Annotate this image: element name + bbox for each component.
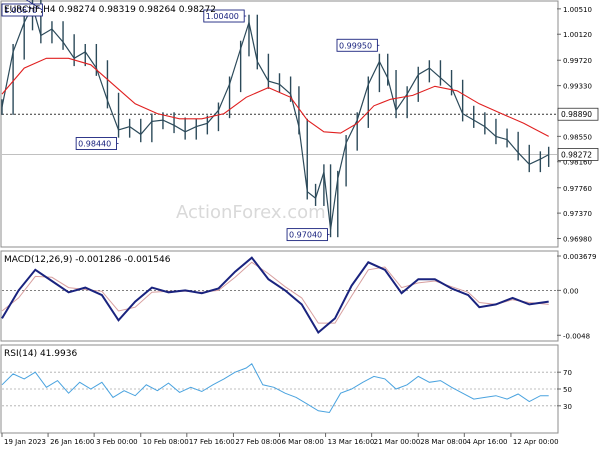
price-ytick-label: 1.00510 bbox=[563, 6, 592, 14]
macd-ytick-label: 0.003679 bbox=[563, 253, 596, 261]
xtick-label: 28 Mar 08:00 bbox=[420, 438, 467, 446]
macd-ytick-label: 0.00 bbox=[563, 287, 579, 295]
xtick-label: 17 Feb 16:00 bbox=[189, 438, 235, 446]
price-line bbox=[1, 4, 549, 230]
xtick-label: 12 Apr 00:00 bbox=[513, 438, 559, 446]
rsi-header: RSI(14) 41.9936 bbox=[4, 349, 77, 359]
annotation-label: 0.98440 bbox=[78, 140, 111, 149]
xtick-label: 26 Jan 16:00 bbox=[50, 438, 94, 446]
price-ytick-label: 0.98160 bbox=[563, 159, 592, 167]
macd-header: MACD(12,26,9) -0.001286 -0.001546 bbox=[4, 255, 171, 265]
annotation-leader bbox=[25, 0, 43, 11]
rsi-ytick-label: 50 bbox=[563, 386, 572, 394]
rsi-line bbox=[1, 363, 549, 414]
xtick-label: 19 Jan 2023 bbox=[4, 438, 46, 446]
price-ytick-label: 0.99720 bbox=[563, 57, 592, 65]
price-ytick-label: 0.97370 bbox=[563, 210, 592, 218]
price-ytick-label: 0.98550 bbox=[563, 133, 592, 141]
axis-layer: 1.00510 1.00120 0.99720 0.99330 0.98550 0.981… bbox=[1, 6, 599, 446]
annotation-label: 0.99950 bbox=[339, 41, 372, 50]
annotation-label: 0.97040 bbox=[289, 231, 322, 240]
price-layer: 1.00670 0.98440 1.00400 0.97040 0.99950 bbox=[1, 0, 557, 242]
price-ytick-label: 0.97760 bbox=[563, 185, 592, 193]
xtick-label: 3 Feb 00:00 bbox=[96, 438, 137, 446]
rsi-ytick-label: 70 bbox=[563, 369, 572, 377]
price-ytick-label: 0.99330 bbox=[563, 83, 592, 91]
xtick-label: 27 Feb 08:00 bbox=[235, 438, 281, 446]
annotation-label: 1.00670 bbox=[4, 6, 37, 15]
macd-line bbox=[1, 256, 549, 335]
xtick-label: 6 Mar 08:00 bbox=[282, 438, 324, 446]
price-ytick-label: 1.00120 bbox=[563, 31, 592, 39]
rsi-layer bbox=[1, 363, 557, 414]
price-header: EURCHF,H4 0.98274 0.98319 0.98264 0.9827… bbox=[4, 5, 216, 15]
macd-ytick-label: -0.0048 bbox=[563, 332, 590, 340]
xtick-label: 4 Apr 16:00 bbox=[466, 438, 507, 446]
level-label: 0.98272 bbox=[561, 150, 592, 159]
moving-average-line bbox=[1, 57, 549, 137]
xtick-label: 21 Mar 00:00 bbox=[374, 438, 421, 446]
price-ytick-label: 0.96980 bbox=[563, 235, 592, 243]
level-label-box bbox=[557, 148, 599, 161]
level-label: 0.98890 bbox=[561, 110, 592, 119]
macd-layer bbox=[1, 256, 557, 335]
annotation-box bbox=[286, 228, 328, 242]
rsi-ytick-label: 30 bbox=[563, 403, 572, 411]
watermark: ActionForex.com bbox=[176, 202, 326, 223]
price-panel-frame bbox=[0, 0, 559, 248]
macd-panel-frame bbox=[0, 250, 559, 342]
level-label-box bbox=[557, 107, 599, 121]
xtick-label: 13 Mar 16:00 bbox=[328, 438, 375, 446]
macd-signal-line bbox=[1, 261, 549, 324]
xtick-label: 10 Feb 08:00 bbox=[143, 438, 189, 446]
annotation-label: 1.00400 bbox=[206, 12, 239, 21]
